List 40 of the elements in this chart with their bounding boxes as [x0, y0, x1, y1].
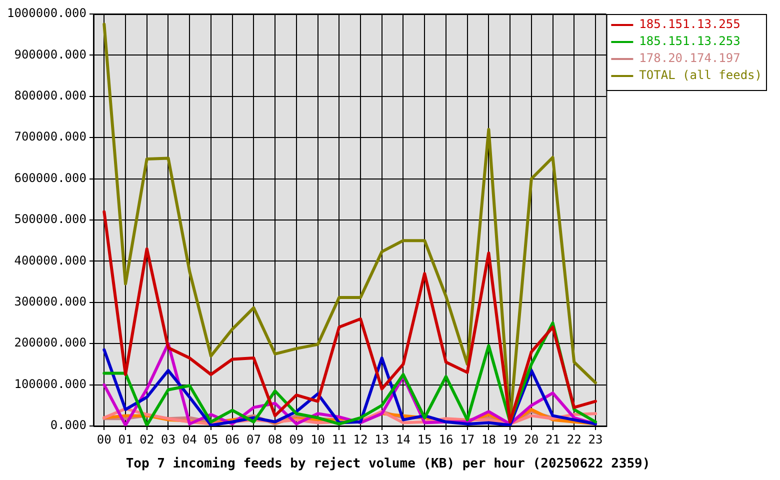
y-tick-label: 100000.000 [14, 376, 86, 391]
y-tick-label: 700000.000 [14, 130, 86, 144]
y-tick-label: 900000.000 [14, 47, 86, 62]
x-tick-label: 06 [225, 432, 240, 446]
x-tick-label: 15 [417, 432, 432, 446]
legend-label: 185.151.13.255 [639, 17, 740, 32]
y-tick-label: 400000.000 [14, 253, 86, 268]
x-tick-label: 14 [396, 432, 410, 446]
y-tick-label: 600000.000 [14, 170, 86, 185]
x-tick-label: 11 [332, 432, 346, 446]
x-tick-label: 09 [289, 432, 304, 446]
x-tick-label: 16 [438, 432, 454, 446]
legend-label: TOTAL (all feeds) [639, 68, 762, 82]
x-tick-label: 02 [140, 432, 154, 446]
x-tick-label: 12 [353, 432, 368, 446]
x-tick-label: 03 [161, 432, 176, 446]
y-tick-label: 200000.000 [14, 336, 86, 350]
y-tick-label: 300000.000 [14, 294, 86, 309]
y-tick-label: 0.000 [50, 418, 86, 432]
x-tick-label: 08 [268, 432, 282, 446]
y-tick-label: 500000.000 [14, 212, 86, 226]
x-tick-label: 00 [96, 432, 112, 446]
y-tick-label: 1000000.000 [6, 6, 86, 20]
text: Top 7 incoming feeds by reject volume (KB) per hour (20250622 2359) [126, 456, 650, 472]
x-tick-label: 04 [182, 432, 197, 446]
legend-label: 185.151.13.253 [639, 34, 740, 48]
x-tick-label: 10 [310, 432, 326, 446]
x-tick-label: 13 [374, 432, 390, 446]
legend-label: 178.20.174.197 [639, 51, 740, 66]
x-tick-label: 07 [246, 432, 261, 446]
x-tick-label: 18 [481, 432, 496, 446]
x-tick-label: 05 [204, 432, 218, 446]
x-tick-label: 19 [502, 432, 518, 446]
x-tick-label: 20 [524, 432, 539, 446]
y-tick-label: 800000.000 [14, 88, 86, 103]
x-tick-label: 01 [118, 432, 133, 446]
x-tick-label: 21 [546, 432, 560, 446]
x-tick-label: 17 [460, 432, 475, 446]
x-tick-label: 23 [588, 432, 603, 446]
x-tick-label: 22 [566, 432, 582, 446]
